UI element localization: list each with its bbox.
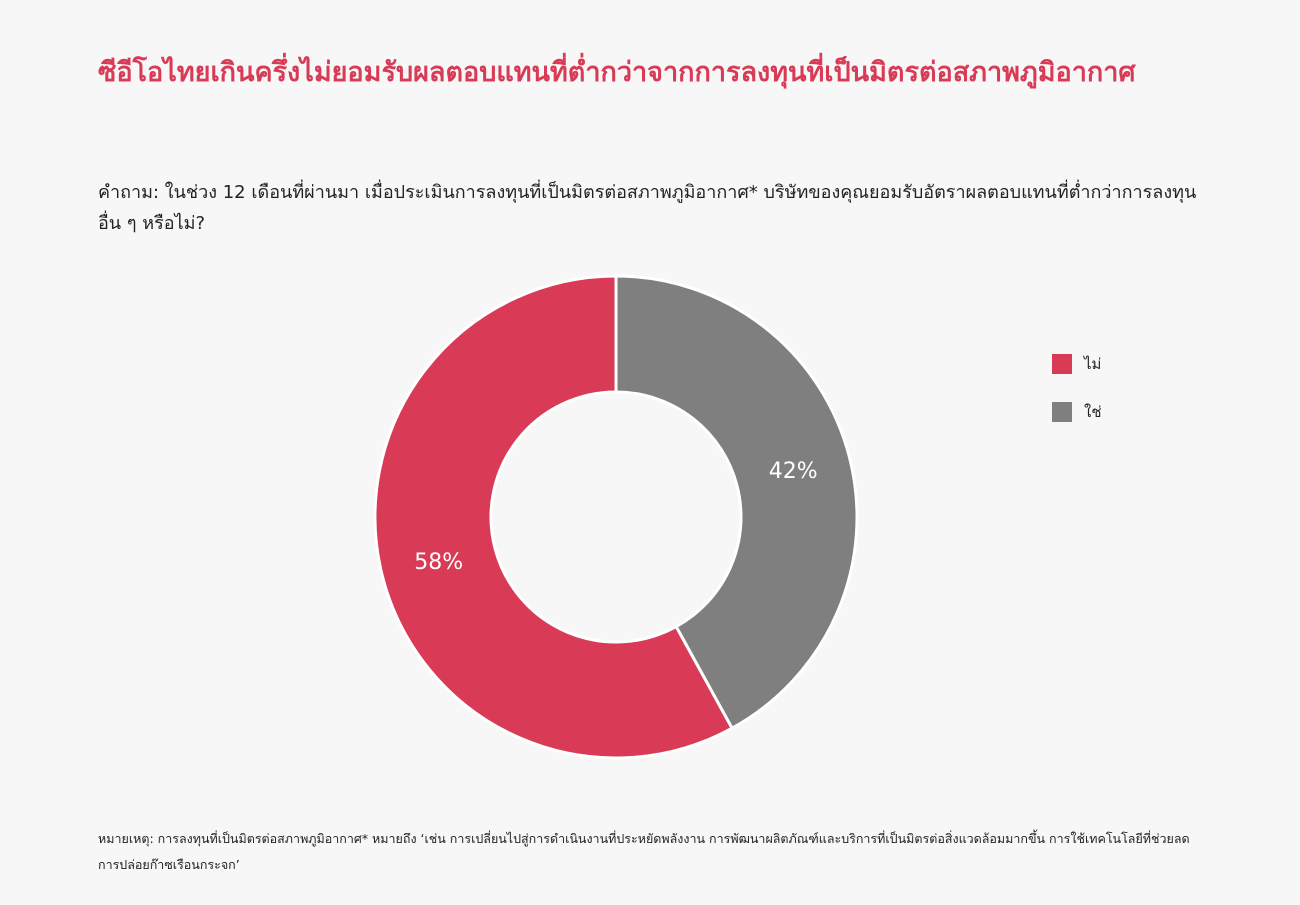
chart-title: ซีอีโอไทยเกินครึ่งไม่ยอมรับผลตอบแทนที่ต่… [98, 57, 1136, 88]
legend-label-no: ไม่ [1084, 355, 1102, 373]
chart-question: คำถาม: ในช่วง 12 เดือนที่ผ่านมา เมื่อประ… [98, 182, 1197, 234]
donut-slice-0 [373, 274, 735, 760]
legend-item-yes: ใช่ [1052, 400, 1102, 424]
footnote: หมายเหตุ: การลงทุนที่เป็นมิตรต่อสภาพภูมิ… [98, 831, 1190, 872]
legend-item-no: ไม่ [1052, 352, 1102, 376]
legend-swatch-yes [1052, 402, 1072, 422]
donut-slice-1 [614, 274, 859, 731]
chart-legend: ไม่ ใช่ [1052, 352, 1102, 448]
legend-label-yes: ใช่ [1084, 403, 1102, 421]
donut-label-1: 42% [769, 459, 818, 484]
legend-swatch-no [1052, 354, 1072, 374]
donut-label-0: 58% [414, 550, 463, 575]
